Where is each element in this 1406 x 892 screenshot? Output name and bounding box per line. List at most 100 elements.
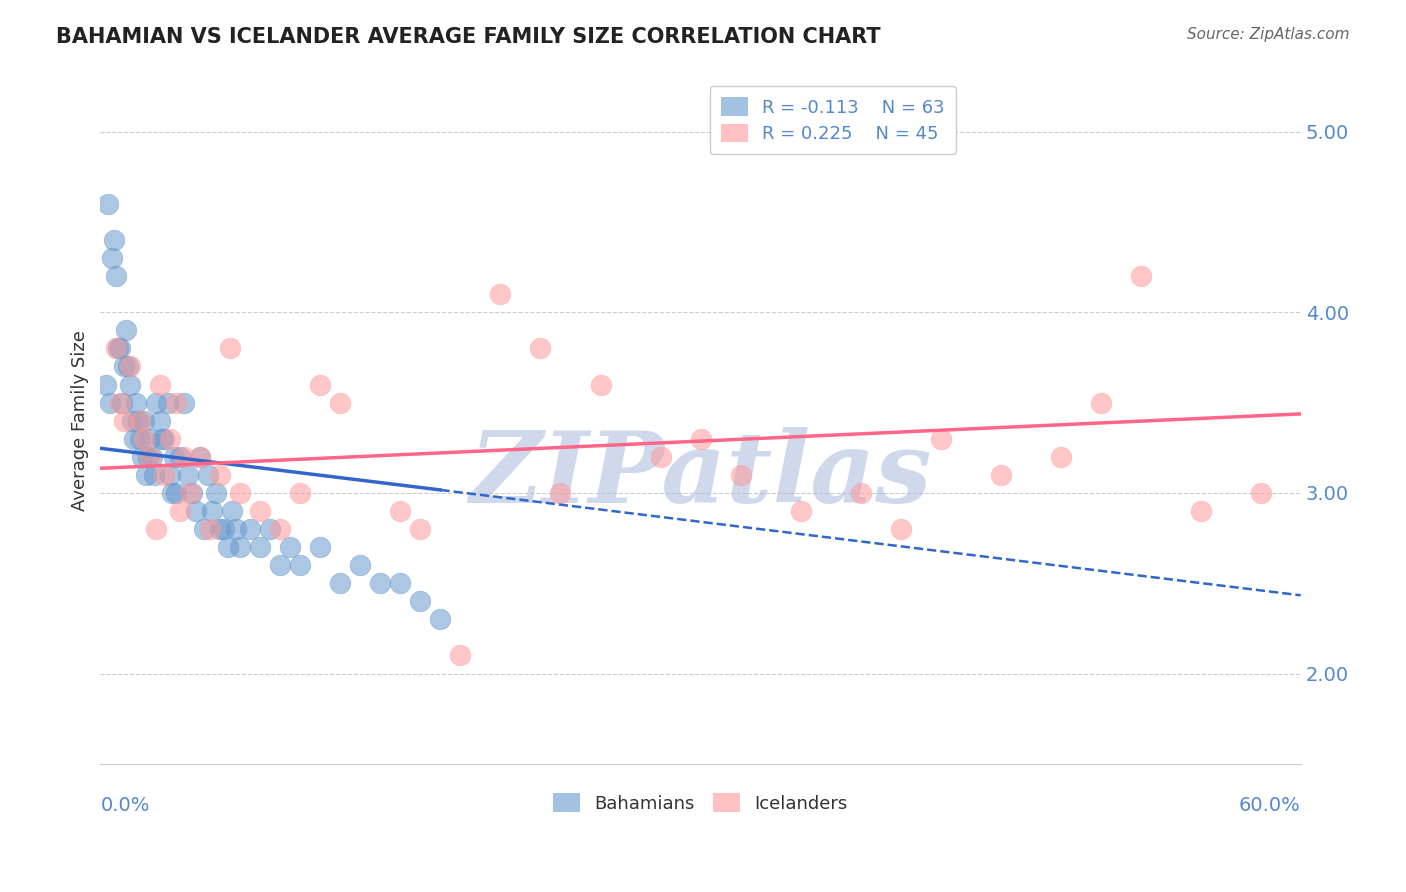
Point xyxy=(730,467,752,482)
Point xyxy=(529,342,551,356)
Point xyxy=(107,342,129,356)
Point xyxy=(153,432,176,446)
Point xyxy=(129,432,152,446)
Point xyxy=(389,576,412,591)
Point xyxy=(139,432,162,446)
Point xyxy=(110,395,132,409)
Point xyxy=(193,522,215,536)
Y-axis label: Average Family Size: Average Family Size xyxy=(72,330,89,511)
Text: 60.0%: 60.0% xyxy=(1239,797,1301,815)
Point xyxy=(349,558,371,573)
Point xyxy=(165,486,187,500)
Point xyxy=(229,486,252,500)
Point xyxy=(849,486,872,500)
Point xyxy=(112,414,135,428)
Point xyxy=(159,432,181,446)
Point xyxy=(1189,504,1212,518)
Point xyxy=(589,377,612,392)
Text: 0.0%: 0.0% xyxy=(100,797,149,815)
Point xyxy=(129,414,152,428)
Point xyxy=(145,522,167,536)
Point xyxy=(173,395,195,409)
Point xyxy=(134,414,156,428)
Point xyxy=(219,342,242,356)
Point xyxy=(269,522,291,536)
Point xyxy=(990,467,1012,482)
Point xyxy=(225,522,247,536)
Point xyxy=(105,269,128,284)
Point xyxy=(139,450,162,464)
Point xyxy=(389,504,412,518)
Point xyxy=(127,414,149,428)
Point xyxy=(120,377,142,392)
Point xyxy=(550,486,572,500)
Point xyxy=(162,486,184,500)
Point xyxy=(173,450,195,464)
Text: BAHAMIAN VS ICELANDER AVERAGE FAMILY SIZE CORRELATION CHART: BAHAMIAN VS ICELANDER AVERAGE FAMILY SIZ… xyxy=(56,27,882,46)
Point xyxy=(689,432,711,446)
Point xyxy=(186,504,208,518)
Point xyxy=(177,467,200,482)
Point xyxy=(96,377,118,392)
Point xyxy=(290,558,312,573)
Point xyxy=(153,467,176,482)
Point xyxy=(124,432,146,446)
Point xyxy=(145,395,167,409)
Point xyxy=(429,612,451,626)
Point xyxy=(214,522,236,536)
Point xyxy=(489,287,512,301)
Point xyxy=(121,414,143,428)
Point xyxy=(650,450,672,464)
Point xyxy=(110,342,132,356)
Point xyxy=(150,432,173,446)
Point xyxy=(205,486,228,500)
Point xyxy=(157,395,180,409)
Point xyxy=(149,377,172,392)
Point xyxy=(98,395,121,409)
Text: Source: ZipAtlas.com: Source: ZipAtlas.com xyxy=(1187,27,1350,42)
Point xyxy=(280,540,302,554)
Point xyxy=(329,395,352,409)
Point xyxy=(181,486,204,500)
Point xyxy=(101,251,124,265)
Point xyxy=(112,359,135,374)
Point xyxy=(169,504,191,518)
Point xyxy=(201,504,224,518)
Point xyxy=(1129,269,1152,284)
Point xyxy=(159,467,181,482)
Point xyxy=(120,359,142,374)
Point xyxy=(134,432,156,446)
Point xyxy=(169,450,191,464)
Point xyxy=(165,395,187,409)
Point xyxy=(309,377,332,392)
Point xyxy=(329,576,352,591)
Point xyxy=(1049,450,1071,464)
Point xyxy=(103,233,125,247)
Point xyxy=(409,522,432,536)
Point xyxy=(209,522,232,536)
Point xyxy=(409,594,432,608)
Point xyxy=(131,450,153,464)
Point xyxy=(890,522,912,536)
Point xyxy=(789,504,811,518)
Point xyxy=(217,540,239,554)
Legend: Bahamians, Icelanders: Bahamians, Icelanders xyxy=(543,782,859,823)
Point xyxy=(239,522,262,536)
Point xyxy=(138,450,160,464)
Point xyxy=(163,450,186,464)
Point xyxy=(200,522,222,536)
Point xyxy=(229,540,252,554)
Point xyxy=(249,504,271,518)
Point xyxy=(149,414,172,428)
Point xyxy=(221,504,243,518)
Point xyxy=(143,467,166,482)
Text: ZIPatlas: ZIPatlas xyxy=(470,427,932,524)
Point xyxy=(259,522,281,536)
Point xyxy=(115,323,138,337)
Point xyxy=(929,432,952,446)
Point xyxy=(449,648,471,663)
Point xyxy=(1090,395,1112,409)
Point xyxy=(141,450,163,464)
Point xyxy=(111,395,134,409)
Point xyxy=(209,467,232,482)
